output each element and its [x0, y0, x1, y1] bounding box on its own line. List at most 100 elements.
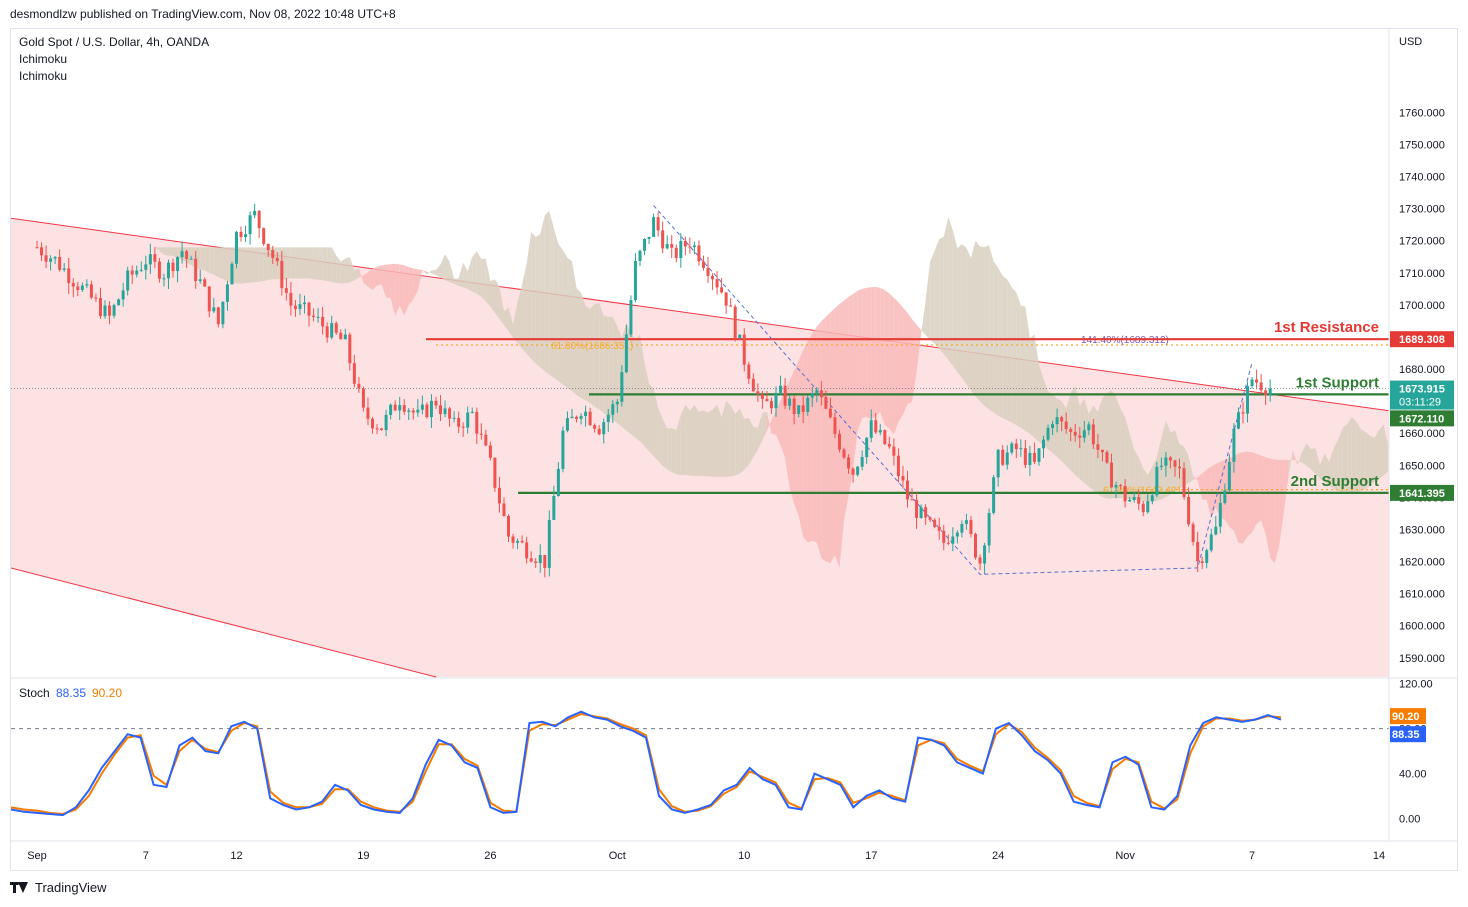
candle-body [121, 290, 125, 300]
publisher-line: desmondlzw published on TradingView.com,… [10, 7, 396, 21]
cloud-segment [1261, 455, 1266, 534]
cloud-segment [834, 304, 840, 568]
cloud-segment [880, 287, 885, 426]
cloud-segment [1079, 398, 1085, 483]
badge-2nd-support [1390, 484, 1454, 501]
candle-body [108, 305, 112, 316]
symbol-title[interactable]: Gold Spot / U.S. Dollar, 4h, OANDA [19, 35, 209, 49]
candle-body [1005, 452, 1009, 465]
cloud-segment [630, 332, 636, 438]
cloud-segment [1088, 405, 1094, 491]
candle-body [520, 540, 524, 543]
last-price-text: 1673.915 [1399, 384, 1445, 396]
cloud-segment [807, 333, 813, 543]
candle-body [371, 418, 374, 429]
footer-brand[interactable]: TradingView [10, 880, 107, 895]
cloud-segment [241, 247, 246, 284]
candle-body [348, 334, 352, 364]
price-plot[interactable]: 61.80%(1686.351) 141.40%(1689.312) 61.80%(… [11, 29, 1457, 870]
candle-body [742, 334, 746, 365]
cloud-segment [503, 307, 509, 332]
cloud-segment [1365, 431, 1370, 489]
badge-1st-resistance-text: 1689.308 [1399, 334, 1445, 346]
cloud-segment [644, 363, 650, 452]
cloud-segment [472, 251, 477, 294]
candle-body [697, 245, 701, 262]
cloud-segment [1329, 448, 1334, 489]
candle-body [1110, 462, 1114, 488]
candle-body [729, 305, 733, 307]
cloud-segment [721, 400, 727, 477]
candle-body [633, 260, 637, 301]
candle-body [153, 254, 157, 262]
cloud-segment [1061, 401, 1067, 466]
candle-body [1114, 485, 1118, 488]
countdown-text: 03:11:29 [1399, 397, 1441, 409]
cloud-segment [698, 410, 704, 477]
cloud-segment [1057, 398, 1062, 462]
cloud-segment [1174, 430, 1180, 492]
candle-body [602, 422, 606, 435]
level-label: 2nd Support [1291, 473, 1379, 490]
indicator-ichimoku-2[interactable]: Ichimoku [19, 69, 67, 83]
indicator-ichimoku-1[interactable]: Ichimoku [19, 52, 67, 66]
cloud-segment [653, 388, 659, 461]
chart-frame[interactable]: 61.80%(1686.351) 141.40%(1689.312) 61.80%(… [10, 28, 1458, 871]
candle-body [892, 446, 896, 456]
candle-body [1087, 424, 1091, 431]
candle-body [361, 388, 365, 408]
cloud-segment [708, 409, 713, 477]
candle-body [1218, 502, 1222, 527]
candle-body [1073, 431, 1077, 436]
cloud-segment [735, 408, 740, 476]
candle-body [244, 234, 248, 238]
cloud-segment [440, 254, 446, 281]
candle-body [448, 408, 452, 419]
cloud-segment [585, 305, 591, 404]
candle-body [661, 230, 665, 249]
cloud-segment [902, 307, 908, 415]
candle-body [516, 540, 520, 543]
cloud-segment [322, 247, 328, 282]
candle-body [416, 409, 420, 413]
candle-body [1132, 497, 1136, 500]
candle-body [842, 449, 846, 458]
cloud-segment [1075, 385, 1080, 480]
candle-body [615, 401, 619, 405]
cloud-segment [1242, 451, 1248, 544]
candle-body [1137, 497, 1141, 504]
candle-body [1078, 435, 1082, 438]
candle-body [253, 210, 257, 216]
candle-body [1259, 382, 1263, 391]
cloud-segment [1129, 433, 1135, 501]
cloud-segment [458, 262, 464, 288]
cloud-segment [998, 267, 1003, 419]
candle-body [225, 284, 229, 302]
cloud-segment [567, 257, 572, 392]
candle-body [366, 407, 370, 419]
candle-body [185, 251, 189, 259]
cloud-segment [1016, 292, 1021, 428]
cloud-segment [1038, 364, 1044, 446]
candle-body [593, 425, 597, 429]
cloud-segment [295, 247, 300, 279]
cloud-segment [1369, 435, 1375, 486]
candle-body [461, 426, 465, 428]
stoch-plot[interactable]: Stoch 88.35 90.20 [11, 677, 1457, 817]
cloud-segment [163, 247, 169, 256]
candle-body [910, 499, 914, 501]
x-tick-label: 19 [357, 850, 369, 862]
candle-body [443, 408, 447, 415]
badge-1st-resistance [1390, 331, 1454, 348]
candle-body [756, 391, 760, 395]
cloud-segment [204, 247, 210, 273]
cloud-segment [1338, 427, 1343, 493]
candle-body [865, 437, 869, 458]
cloud-segment [939, 236, 944, 355]
candle-body [493, 457, 497, 488]
chart-svg[interactable]: 61.80%(1686.351) 141.40%(1689.312) 61.80%(… [11, 29, 1457, 870]
x-tick-label: 10 [738, 850, 750, 862]
cloud-segment [635, 334, 640, 442]
cloud-segment [304, 247, 310, 279]
cloud-segment [975, 240, 981, 402]
